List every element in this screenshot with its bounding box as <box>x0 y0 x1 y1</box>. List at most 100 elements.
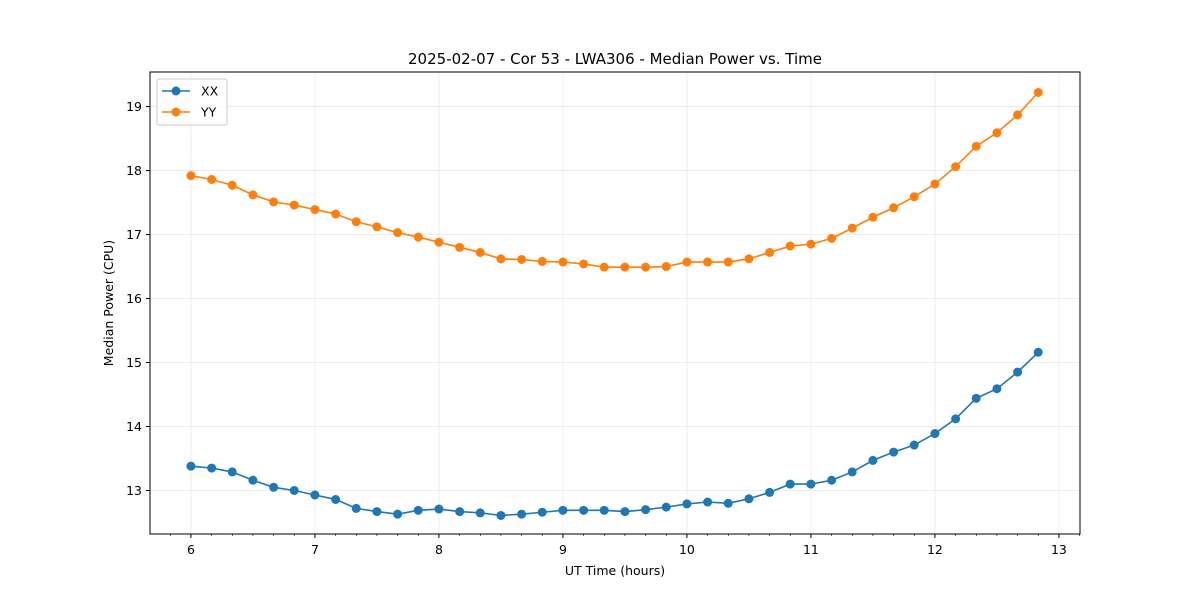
data-point-xx <box>909 440 919 450</box>
data-point-yy <box>227 180 237 190</box>
data-point-yy <box>331 209 341 219</box>
y-tick-label: 13 <box>126 483 142 498</box>
data-point-xx <box>434 504 444 514</box>
data-point-xx <box>207 463 217 473</box>
data-point-yy <box>186 171 196 181</box>
data-point-yy <box>661 262 671 272</box>
data-point-xx <box>930 429 940 439</box>
data-point-yy <box>641 262 651 272</box>
data-point-xx <box>620 507 630 517</box>
data-point-xx <box>703 497 713 507</box>
data-point-yy <box>434 237 444 247</box>
data-point-yy <box>269 197 279 207</box>
data-point-yy <box>847 223 857 233</box>
data-point-yy <box>682 257 692 267</box>
data-point-xx <box>723 498 733 508</box>
data-point-yy <box>537 256 547 266</box>
grid-layer <box>150 72 1080 534</box>
series-yy <box>186 87 1043 272</box>
axis-layer: 6 7 8 9 10 11 12 13 13 14 15 16 17 18 19 <box>126 99 1080 557</box>
data-point-yy <box>703 257 713 267</box>
data-point-xx <box>806 479 816 489</box>
legend-label: XX <box>201 84 219 99</box>
y-tick-label: 18 <box>126 163 142 178</box>
x-tick-label: 7 <box>311 542 319 557</box>
y-tick-label: 17 <box>126 227 142 242</box>
data-point-yy <box>971 141 981 151</box>
legend-item-xx: XX <box>162 84 219 99</box>
legend-item-yy: YY <box>162 105 217 120</box>
data-point-xx <box>661 502 671 512</box>
x-tick-label: 12 <box>927 542 943 557</box>
chart-title: 2025-02-07 - Cor 53 - LWA306 - Median Po… <box>408 50 822 68</box>
legend-label: YY <box>200 105 217 120</box>
data-point-xx <box>517 509 527 519</box>
y-tick-label: 19 <box>126 99 142 114</box>
data-point-yy <box>620 262 630 272</box>
data-point-xx <box>289 485 299 495</box>
data-point-xx <box>641 505 651 515</box>
data-point-xx <box>413 505 423 515</box>
data-point-yy <box>351 217 361 227</box>
data-point-yy <box>310 205 320 215</box>
x-tick-label: 10 <box>679 542 695 557</box>
data-point-yy <box>909 192 919 202</box>
data-point-yy <box>289 200 299 210</box>
data-point-xx <box>537 507 547 517</box>
data-point-xx <box>393 509 403 519</box>
x-axis-label: UT Time (hours) <box>565 563 665 578</box>
data-point-yy <box>475 247 485 257</box>
data-point-yy <box>517 254 527 264</box>
data-point-xx <box>682 499 692 509</box>
y-tick-label: 16 <box>126 291 142 306</box>
data-point-xx <box>847 467 857 477</box>
data-point-xx <box>269 482 279 492</box>
data-point-yy <box>496 254 506 264</box>
x-tick-label: 8 <box>435 542 443 557</box>
data-point-yy <box>868 212 878 222</box>
data-point-xx <box>599 505 609 515</box>
data-point-xx <box>827 475 837 485</box>
data-point-yy <box>248 190 258 200</box>
x-tick-label: 13 <box>1051 542 1067 557</box>
legend: XX YY <box>156 78 228 126</box>
data-point-xx <box>1013 367 1023 377</box>
legend-marker <box>171 86 181 96</box>
data-point-yy <box>889 203 899 213</box>
data-point-xx <box>744 494 754 504</box>
data-point-xx <box>372 507 382 517</box>
data-point-yy <box>827 233 837 243</box>
series-xx <box>186 347 1043 520</box>
data-point-xx <box>331 494 341 504</box>
data-point-yy <box>723 257 733 267</box>
data-point-yy <box>393 228 403 238</box>
series-layer <box>186 87 1043 520</box>
data-point-xx <box>227 467 237 477</box>
data-point-yy <box>558 257 568 267</box>
data-point-xx <box>310 490 320 500</box>
data-point-yy <box>455 242 465 252</box>
data-point-xx <box>351 503 361 513</box>
data-point-yy <box>765 247 775 257</box>
data-point-xx <box>455 507 465 517</box>
data-point-xx <box>785 479 795 489</box>
data-point-xx <box>889 447 899 457</box>
plot-frame <box>149 71 1081 535</box>
data-point-yy <box>806 239 816 249</box>
data-point-yy <box>207 175 217 185</box>
data-point-yy <box>413 232 423 242</box>
x-tick-label: 11 <box>803 542 819 557</box>
data-point-yy <box>951 162 961 172</box>
data-point-xx <box>992 384 1002 394</box>
data-point-xx <box>951 414 961 424</box>
data-point-yy <box>992 128 1002 138</box>
data-point-xx <box>496 510 506 520</box>
data-point-xx <box>971 393 981 403</box>
data-point-yy <box>372 222 382 232</box>
data-point-yy <box>744 254 754 264</box>
data-point-yy <box>785 241 795 251</box>
y-tick-label: 14 <box>126 419 142 434</box>
y-tick-label: 15 <box>126 355 142 370</box>
data-point-xx <box>248 475 258 485</box>
